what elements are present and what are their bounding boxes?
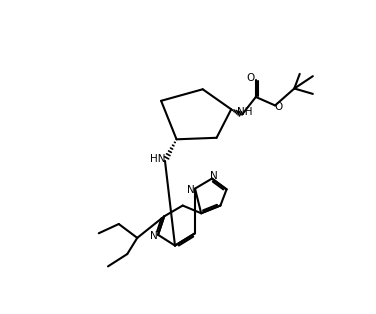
Text: N: N (150, 231, 157, 241)
Text: O: O (246, 73, 255, 84)
Text: HN: HN (150, 154, 166, 164)
Text: N: N (186, 185, 194, 195)
Text: N: N (209, 171, 217, 181)
Text: NH: NH (237, 107, 252, 117)
Text: O: O (274, 102, 282, 112)
